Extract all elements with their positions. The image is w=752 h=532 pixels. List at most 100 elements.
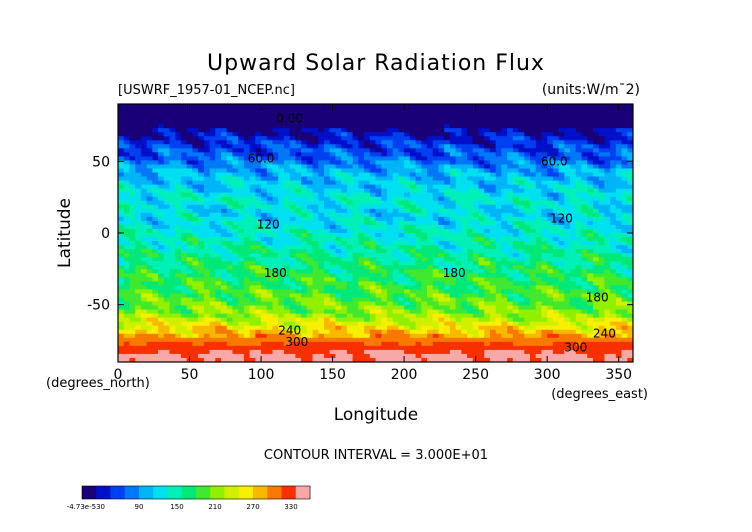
flux-cell: [232, 257, 239, 262]
flux-cell: [175, 156, 182, 162]
flux-cell: [215, 116, 222, 121]
flux-cell: [564, 289, 571, 295]
flux-cell: [427, 297, 434, 303]
flux-cell: [186, 325, 193, 331]
flux-cell: [432, 196, 440, 202]
flux-cell: [346, 164, 354, 170]
flux-cell: [312, 176, 319, 182]
flux-cell: [266, 257, 274, 262]
flux-cell: [621, 220, 628, 226]
flux-cell: [489, 277, 497, 282]
flux-cell: [243, 160, 251, 166]
flux-cell: [381, 317, 388, 323]
flux-cell: [186, 168, 193, 174]
flux-cell: [140, 128, 148, 133]
flux-cell: [444, 253, 451, 258]
flux-cell: [501, 224, 508, 230]
flux-cell: [140, 148, 148, 153]
source-file-label: [USWRF_1957-01_NCEP.nc]: [118, 83, 295, 98]
flux-cell: [123, 305, 131, 311]
flux-cell: [495, 120, 502, 125]
flux-cell: [203, 261, 211, 266]
flux-cell: [615, 281, 623, 287]
flux-cell: [329, 241, 337, 246]
flux-cell: [455, 200, 462, 206]
flux-cell: [547, 192, 554, 198]
flux-cell: [558, 204, 565, 210]
flux-cell: [158, 273, 165, 278]
flux-cell: [175, 132, 182, 137]
flux-cell: [158, 180, 165, 186]
flux-cell: [272, 224, 279, 230]
flux-cell: [512, 192, 520, 198]
flux-cell: [295, 228, 302, 234]
flux-cell: [238, 309, 245, 315]
flux-cell: [530, 301, 537, 307]
flux-cell: [615, 289, 623, 295]
flux-cell: [386, 188, 394, 194]
flux-cell: [352, 293, 359, 299]
flux-cell: [398, 108, 405, 113]
flux-cell: [215, 120, 222, 125]
flux-cell: [221, 285, 228, 291]
flux-cell: [261, 313, 268, 319]
flux-cell: [221, 160, 228, 166]
flux-cell: [421, 253, 428, 258]
flux-cell: [261, 124, 268, 129]
flux-cell: [524, 261, 531, 266]
flux-cell: [386, 212, 394, 218]
flux-cell: [467, 237, 474, 242]
flux-cell: [552, 289, 560, 295]
flux-cell: [341, 172, 348, 178]
flux-cell: [306, 285, 314, 291]
flux-cell: [467, 108, 474, 113]
flux-cell: [495, 144, 502, 149]
flux-cell: [232, 108, 239, 113]
flux-cell: [455, 172, 462, 178]
flux-cell: [587, 309, 594, 315]
flux-cell: [295, 188, 302, 194]
flux-cell: [232, 216, 239, 222]
flux-cell: [318, 285, 325, 291]
flux-cell: [209, 224, 216, 230]
flux-cell: [518, 220, 525, 226]
flux-cell: [249, 152, 256, 158]
flux-cell: [238, 277, 245, 282]
flux-cell: [341, 224, 348, 230]
flux-cell: [621, 172, 628, 178]
flux-cell: [135, 152, 142, 158]
flux-cell: [295, 172, 302, 178]
flux-cell: [610, 140, 617, 145]
flux-cell: [495, 196, 502, 202]
flux-cell: [409, 281, 417, 287]
flux-cell: [352, 281, 359, 287]
flux-cell: [570, 253, 577, 258]
flux-cell: [272, 192, 279, 198]
flux-cell: [249, 192, 256, 198]
flux-cell: [421, 124, 428, 129]
flux-cell: [346, 273, 354, 278]
flux-cell: [530, 249, 537, 254]
flux-cell: [329, 224, 337, 230]
flux-cell: [346, 140, 354, 145]
flux-cell: [381, 293, 388, 299]
flux-cell: [587, 297, 594, 303]
flux-cell: [449, 273, 457, 278]
flux-cell: [455, 313, 462, 319]
flux-cell: [152, 204, 159, 210]
flux-cell: [552, 136, 560, 141]
flux-cell: [140, 269, 148, 274]
flux-cell: [587, 245, 594, 250]
flux-cell: [186, 200, 193, 206]
flux-cell: [358, 224, 365, 230]
flux-cell: [221, 192, 228, 198]
flux-cell: [152, 220, 159, 226]
flux-cell: [472, 128, 480, 133]
flux-cell: [381, 277, 388, 282]
flux-cell: [289, 204, 296, 210]
flux-cell: [421, 200, 428, 206]
flux-cell: [123, 321, 131, 327]
flux-cell: [415, 273, 422, 278]
flux-cell: [272, 253, 279, 258]
flux-cell: [249, 120, 256, 125]
